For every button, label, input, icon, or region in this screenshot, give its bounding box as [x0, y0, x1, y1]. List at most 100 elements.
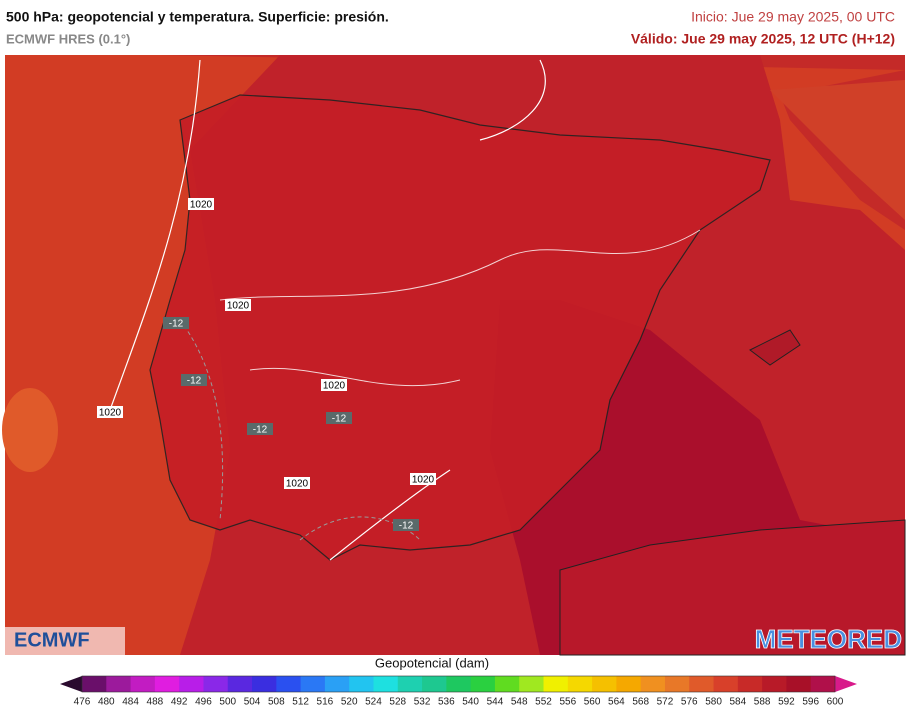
- colorbar-tick-label: 492: [171, 697, 188, 708]
- colorbar-tick-label: 512: [292, 697, 309, 708]
- label-box: [410, 473, 436, 485]
- contour-label: -12: [399, 521, 414, 532]
- colorbar-tick-label: 568: [632, 697, 649, 708]
- contour-label: -12: [187, 376, 202, 387]
- colorbar-segment: [616, 676, 642, 692]
- colorbar-tick-label: 548: [511, 697, 528, 708]
- label-box: [163, 317, 189, 329]
- colorbar-segment: [373, 676, 399, 692]
- contour-label: 1020: [190, 200, 213, 211]
- contour-label: -12: [253, 425, 268, 436]
- colorbar-tick-label: 516: [317, 697, 334, 708]
- colorbar-label: Geopotencial (dam): [375, 655, 489, 670]
- colorbar-arrow: [60, 676, 82, 692]
- colorbar-tick-label: 596: [802, 697, 819, 708]
- colorbar-tick-label: 576: [681, 697, 698, 708]
- label-box: [393, 519, 419, 531]
- colorbar-segment: [179, 676, 204, 692]
- colorbar-segment: [592, 676, 617, 692]
- colorbar-segment: [422, 676, 447, 692]
- colorbar-tick-label: 536: [438, 697, 455, 708]
- colorbar-segment: [689, 676, 715, 692]
- colorbar-segment: [397, 676, 423, 692]
- colorbar-segment: [494, 676, 520, 692]
- colorbar-segment: [543, 676, 569, 692]
- contour-label: -12: [169, 319, 184, 330]
- contour-label: 1020: [412, 475, 435, 486]
- colorbar-tick-label: 580: [705, 697, 722, 708]
- colorbar-segment: [713, 676, 739, 692]
- colorbar-arrow: [835, 676, 857, 692]
- island: [749, 329, 801, 366]
- colorbar-segment: [519, 676, 545, 692]
- colorbar-tick-label: 500: [219, 697, 236, 708]
- colorbar-segment: [106, 676, 132, 692]
- colorbar-tick-label: 600: [827, 697, 844, 708]
- label-box: [188, 198, 214, 210]
- colorbar-tick-label: 552: [535, 697, 552, 708]
- label-box: [326, 412, 352, 424]
- label-box: [97, 406, 123, 418]
- colorbar-segment: [664, 676, 690, 692]
- colorbar-tick-label: 504: [244, 697, 261, 708]
- colorbar-segment: [154, 676, 180, 692]
- colorbar-tick-label: 540: [462, 697, 479, 708]
- logo-box: [5, 627, 125, 655]
- colorbar-segment: [446, 676, 472, 692]
- title: 500 hPa: geopotencial y temperatura. Sup…: [6, 9, 389, 25]
- contour-label: 1020: [323, 381, 346, 392]
- colorbar-tick-label: 508: [268, 697, 285, 708]
- model: ECMWF HRES (0.1°): [6, 31, 130, 46]
- colorbar-segment: [203, 676, 229, 692]
- contour-label: 1020: [286, 479, 309, 490]
- colorbar-segment: [737, 676, 763, 692]
- valid-time: Válido: Jue 29 may 2025, 12 UTC (H+12): [631, 31, 895, 47]
- isobar: [109, 59, 546, 561]
- contour-label: 1020: [227, 301, 250, 312]
- logo-meteored: METEORED: [755, 624, 902, 654]
- colorbar-segment: [470, 676, 496, 692]
- isobar: [219, 229, 701, 387]
- colorbar-tick-label: 476: [74, 697, 91, 708]
- colorbar-segment: [300, 676, 326, 692]
- colorbar-segment: [640, 676, 666, 692]
- colorbar-segment: [252, 676, 277, 692]
- init-time: Inicio: Jue 29 may 2025, 00 UTC: [691, 9, 895, 25]
- label-box: [284, 477, 310, 489]
- label-box: [225, 299, 251, 311]
- colorbar-tick-label: 572: [657, 697, 674, 708]
- colorbar-segment: [786, 676, 812, 692]
- colorbar-segment: [227, 676, 253, 692]
- colorbar-tick-label: 496: [195, 697, 212, 708]
- africa-land: [559, 519, 906, 656]
- colorbar-segment: [349, 676, 374, 692]
- colorbar-tick-label: 560: [584, 697, 601, 708]
- colorbar-tick-label: 488: [147, 697, 164, 708]
- colorbar-segment: [130, 676, 156, 692]
- colorbar-segment: [324, 676, 350, 692]
- field-region: [2, 388, 58, 472]
- logo-ecmwf: ECMWF: [14, 629, 90, 651]
- colorbar-segment: [276, 676, 302, 692]
- colorbar-frame: [81, 675, 836, 693]
- label-box: [321, 379, 347, 391]
- colorbar-tick-label: 592: [778, 697, 795, 708]
- colorbar-tick-label: 556: [559, 697, 576, 708]
- label-box: [181, 374, 207, 386]
- colorbar-segment: [762, 676, 787, 692]
- colorbar-tick-label: 524: [365, 697, 382, 708]
- colorbar-tick-label: 528: [389, 697, 406, 708]
- contour-label: 1020: [99, 408, 122, 419]
- colorbar-tick-label: 564: [608, 697, 625, 708]
- label-box: [247, 423, 273, 435]
- contour-label: -12: [332, 414, 347, 425]
- colorbar-tick-label: 584: [729, 697, 746, 708]
- isotherm: [179, 319, 421, 541]
- colorbar-segment: [810, 676, 836, 692]
- colorbar-tick-label: 484: [122, 697, 139, 708]
- colorbar-tick-label: 544: [487, 697, 504, 708]
- contour-labels: 1020 1020 1020 1020 1020 1020 -12 -12 -12 -12 -12: [97, 198, 436, 532]
